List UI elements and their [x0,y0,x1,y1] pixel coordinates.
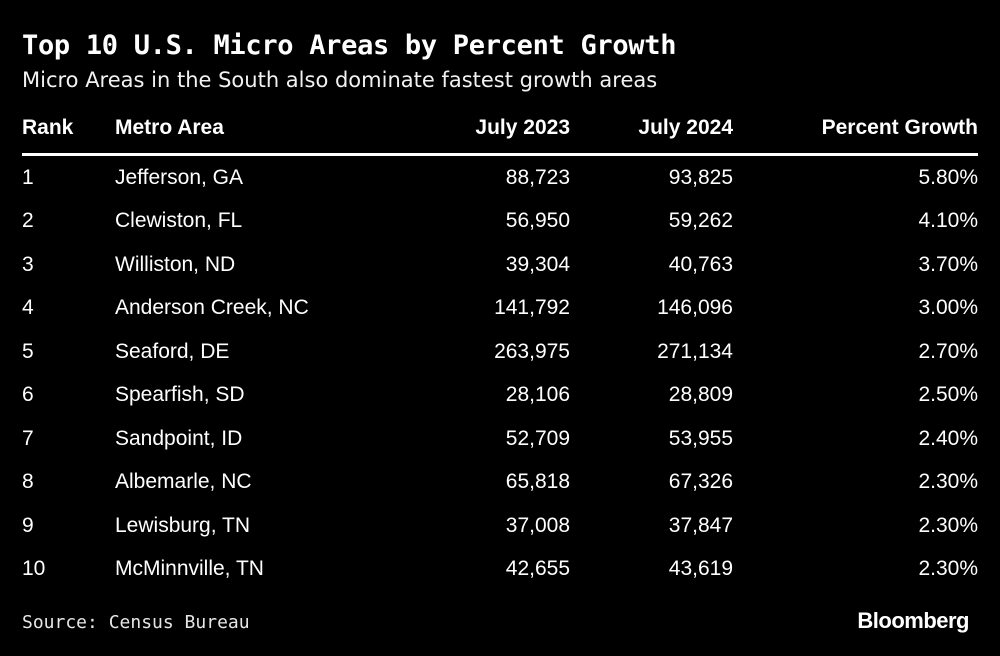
cell-july-2023: 56,950 [505,209,570,233]
cell-july-2024: 37,847 [668,513,733,537]
table-row: 7 Sandpoint, ID 52,709 53,955 2.40% [22,417,978,461]
cell-percent-growth: 5.80% [918,165,978,189]
cell-percent-growth: 2.30% [918,557,978,581]
table-body: 1 Jefferson, GA 88,723 93,825 5.80% 2 Clewisto… [22,155,978,592]
cell-july-2023: 28,106 [505,383,570,407]
table-row: 10 McMinnville, TN 42,655 43,619 2.30% [22,548,978,592]
cell-rank: 3 [22,252,34,276]
bloomberg-logo: Bloomberg [857,608,969,633]
cell-rank: 7 [22,426,34,450]
header-percent-growth: Percent Growth [733,106,978,156]
cell-percent-growth: 3.00% [918,296,978,320]
cell-july-2023: 42,655 [505,557,570,581]
cell-percent-growth: 2.40% [918,426,978,450]
cell-july-2024: 146,096 [657,296,733,320]
cell-july-2024: 271,134 [657,339,733,363]
table-row: 8 Albemarle, NC 65,818 67,326 2.30% [22,461,978,505]
cell-metro-area: Clewiston, FL [115,209,243,233]
cell-july-2024: 28,809 [668,383,733,407]
cell-percent-growth: 2.50% [918,383,978,407]
cell-rank: 10 [22,557,46,581]
header-july-2023: July 2023 [370,106,570,156]
cell-rank: 8 [22,470,34,494]
cell-july-2023: 141,792 [494,296,570,320]
cell-july-2023: 52,709 [505,426,570,450]
cell-metro-area: Jefferson, GA [115,165,244,189]
cell-july-2023: 263,975 [494,339,570,363]
cell-rank: 6 [22,383,34,407]
table-row: 5 Seaford, DE 263,975 271,134 2.70% [22,330,978,374]
header-rank: Rank [22,106,115,156]
source-note: Source: Census Bureau [22,612,250,633]
cell-percent-growth: 2.30% [918,470,978,494]
table-row: 2 Clewiston, FL 56,950 59,262 4.10% [22,200,978,244]
cell-july-2023: 65,818 [505,470,570,494]
cell-rank: 2 [22,209,34,233]
header-july-2024: July 2024 [570,106,733,156]
cell-metro-area: Anderson Creek, NC [115,296,309,320]
cell-metro-area: Spearfish, SD [115,383,245,407]
cell-percent-growth: 2.70% [918,339,978,363]
cell-percent-growth: 3.70% [918,252,978,276]
cell-metro-area: Seaford, DE [115,339,230,363]
cell-july-2023: 39,304 [505,252,570,276]
cell-metro-area: Williston, ND [115,252,236,276]
header-row: Rank Metro Area July 2023 July 2024 Perc… [22,106,978,156]
table-row: 4 Anderson Creek, NC 141,792 146,096 3.00% [22,287,978,331]
table-row: 3 Williston, ND 39,304 40,763 3.70% [22,243,978,287]
cell-july-2024: 67,326 [668,470,733,494]
cell-july-2024: 53,955 [668,426,733,450]
cell-metro-area: McMinnville, TN [115,557,264,581]
cell-july-2024: 40,763 [668,252,733,276]
growth-table: Rank Metro Area July 2023 July 2024 Perc… [22,106,978,591]
cell-july-2023: 37,008 [505,513,570,537]
cell-july-2024: 93,825 [668,165,733,189]
cell-metro-area: Sandpoint, ID [115,426,243,450]
cell-july-2023: 88,723 [505,165,570,189]
cell-metro-area: Lewisburg, TN [115,513,251,537]
cell-rank: 5 [22,339,34,363]
cell-rank: 1 [22,165,34,189]
table-row: 1 Jefferson, GA 88,723 93,825 5.80% [22,155,978,200]
cell-percent-growth: 2.30% [918,513,978,537]
chart-title: Top 10 U.S. Micro Areas by Percent Growt… [22,30,677,61]
cell-rank: 9 [22,513,34,537]
table-row: 9 Lewisburg, TN 37,008 37,847 2.30% [22,504,978,548]
cell-july-2024: 59,262 [668,209,733,233]
cell-rank: 4 [22,296,34,320]
cell-percent-growth: 4.10% [918,209,978,233]
table-row: 6 Spearfish, SD 28,106 28,809 2.50% [22,374,978,418]
chart-subtitle: Micro Areas in the South also dominate f… [22,68,658,92]
cell-metro-area: Albemarle, NC [115,470,252,494]
header-metro-area: Metro Area [115,106,370,156]
cell-july-2024: 43,619 [668,557,733,581]
